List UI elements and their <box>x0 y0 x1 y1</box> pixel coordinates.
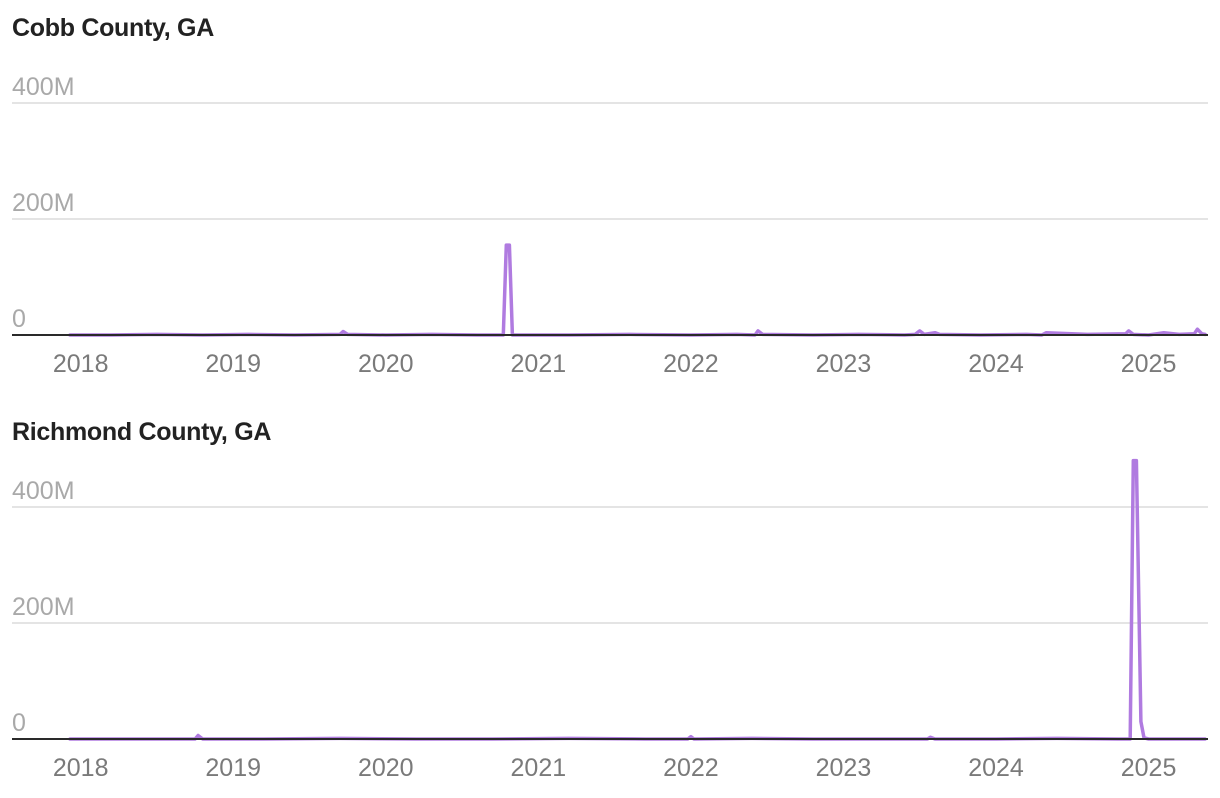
y-tick-label: 0 <box>12 709 26 737</box>
x-tick-label: 2018 <box>53 350 109 378</box>
x-tick-label: 2019 <box>205 350 261 378</box>
chart-panel-cobb: Cobb County, GA 0 200M 400M 2018 2019 2020 202… <box>12 14 1208 378</box>
x-tick-label: 2024 <box>968 350 1024 378</box>
chart-title: Richmond County, GA <box>12 418 272 446</box>
x-tick-label: 2025 <box>1121 754 1177 782</box>
y-tick-label: 0 <box>12 305 26 333</box>
y-tick-label: 200M <box>12 189 75 217</box>
chart-title: Cobb County, GA <box>12 14 214 42</box>
x-tick-label: 2021 <box>511 754 567 782</box>
x-tick-label: 2022 <box>663 754 719 782</box>
x-tick-label: 2021 <box>511 350 567 378</box>
x-tick-label: 2024 <box>968 754 1024 782</box>
x-tick-label: 2020 <box>358 754 414 782</box>
chart-plot-cobb: 0 200M 400M 2018 2019 2020 2021 2022 2023 2024 202… <box>12 73 1208 378</box>
x-tick-label: 2018 <box>53 754 109 782</box>
series-line <box>68 458 1207 741</box>
x-tick-label: 2019 <box>205 754 261 782</box>
chart-panel-richmond: Richmond County, GA 0 200M 400M 2018 2019 202… <box>0 404 1220 798</box>
x-tick-label: 2023 <box>816 350 872 378</box>
x-tick-label: 2025 <box>1121 350 1177 378</box>
series-line <box>68 243 1207 337</box>
y-tick-label: 400M <box>12 477 75 505</box>
y-tick-label: 200M <box>12 593 75 621</box>
x-tick-label: 2022 <box>663 350 719 378</box>
x-tick-label: 2023 <box>816 754 872 782</box>
y-tick-label: 400M <box>12 73 75 101</box>
chart-plot-richmond: 0 200M 400M 2018 2019 2020 2021 2022 2023 2024 202… <box>12 458 1208 782</box>
x-tick-label: 2020 <box>358 350 414 378</box>
